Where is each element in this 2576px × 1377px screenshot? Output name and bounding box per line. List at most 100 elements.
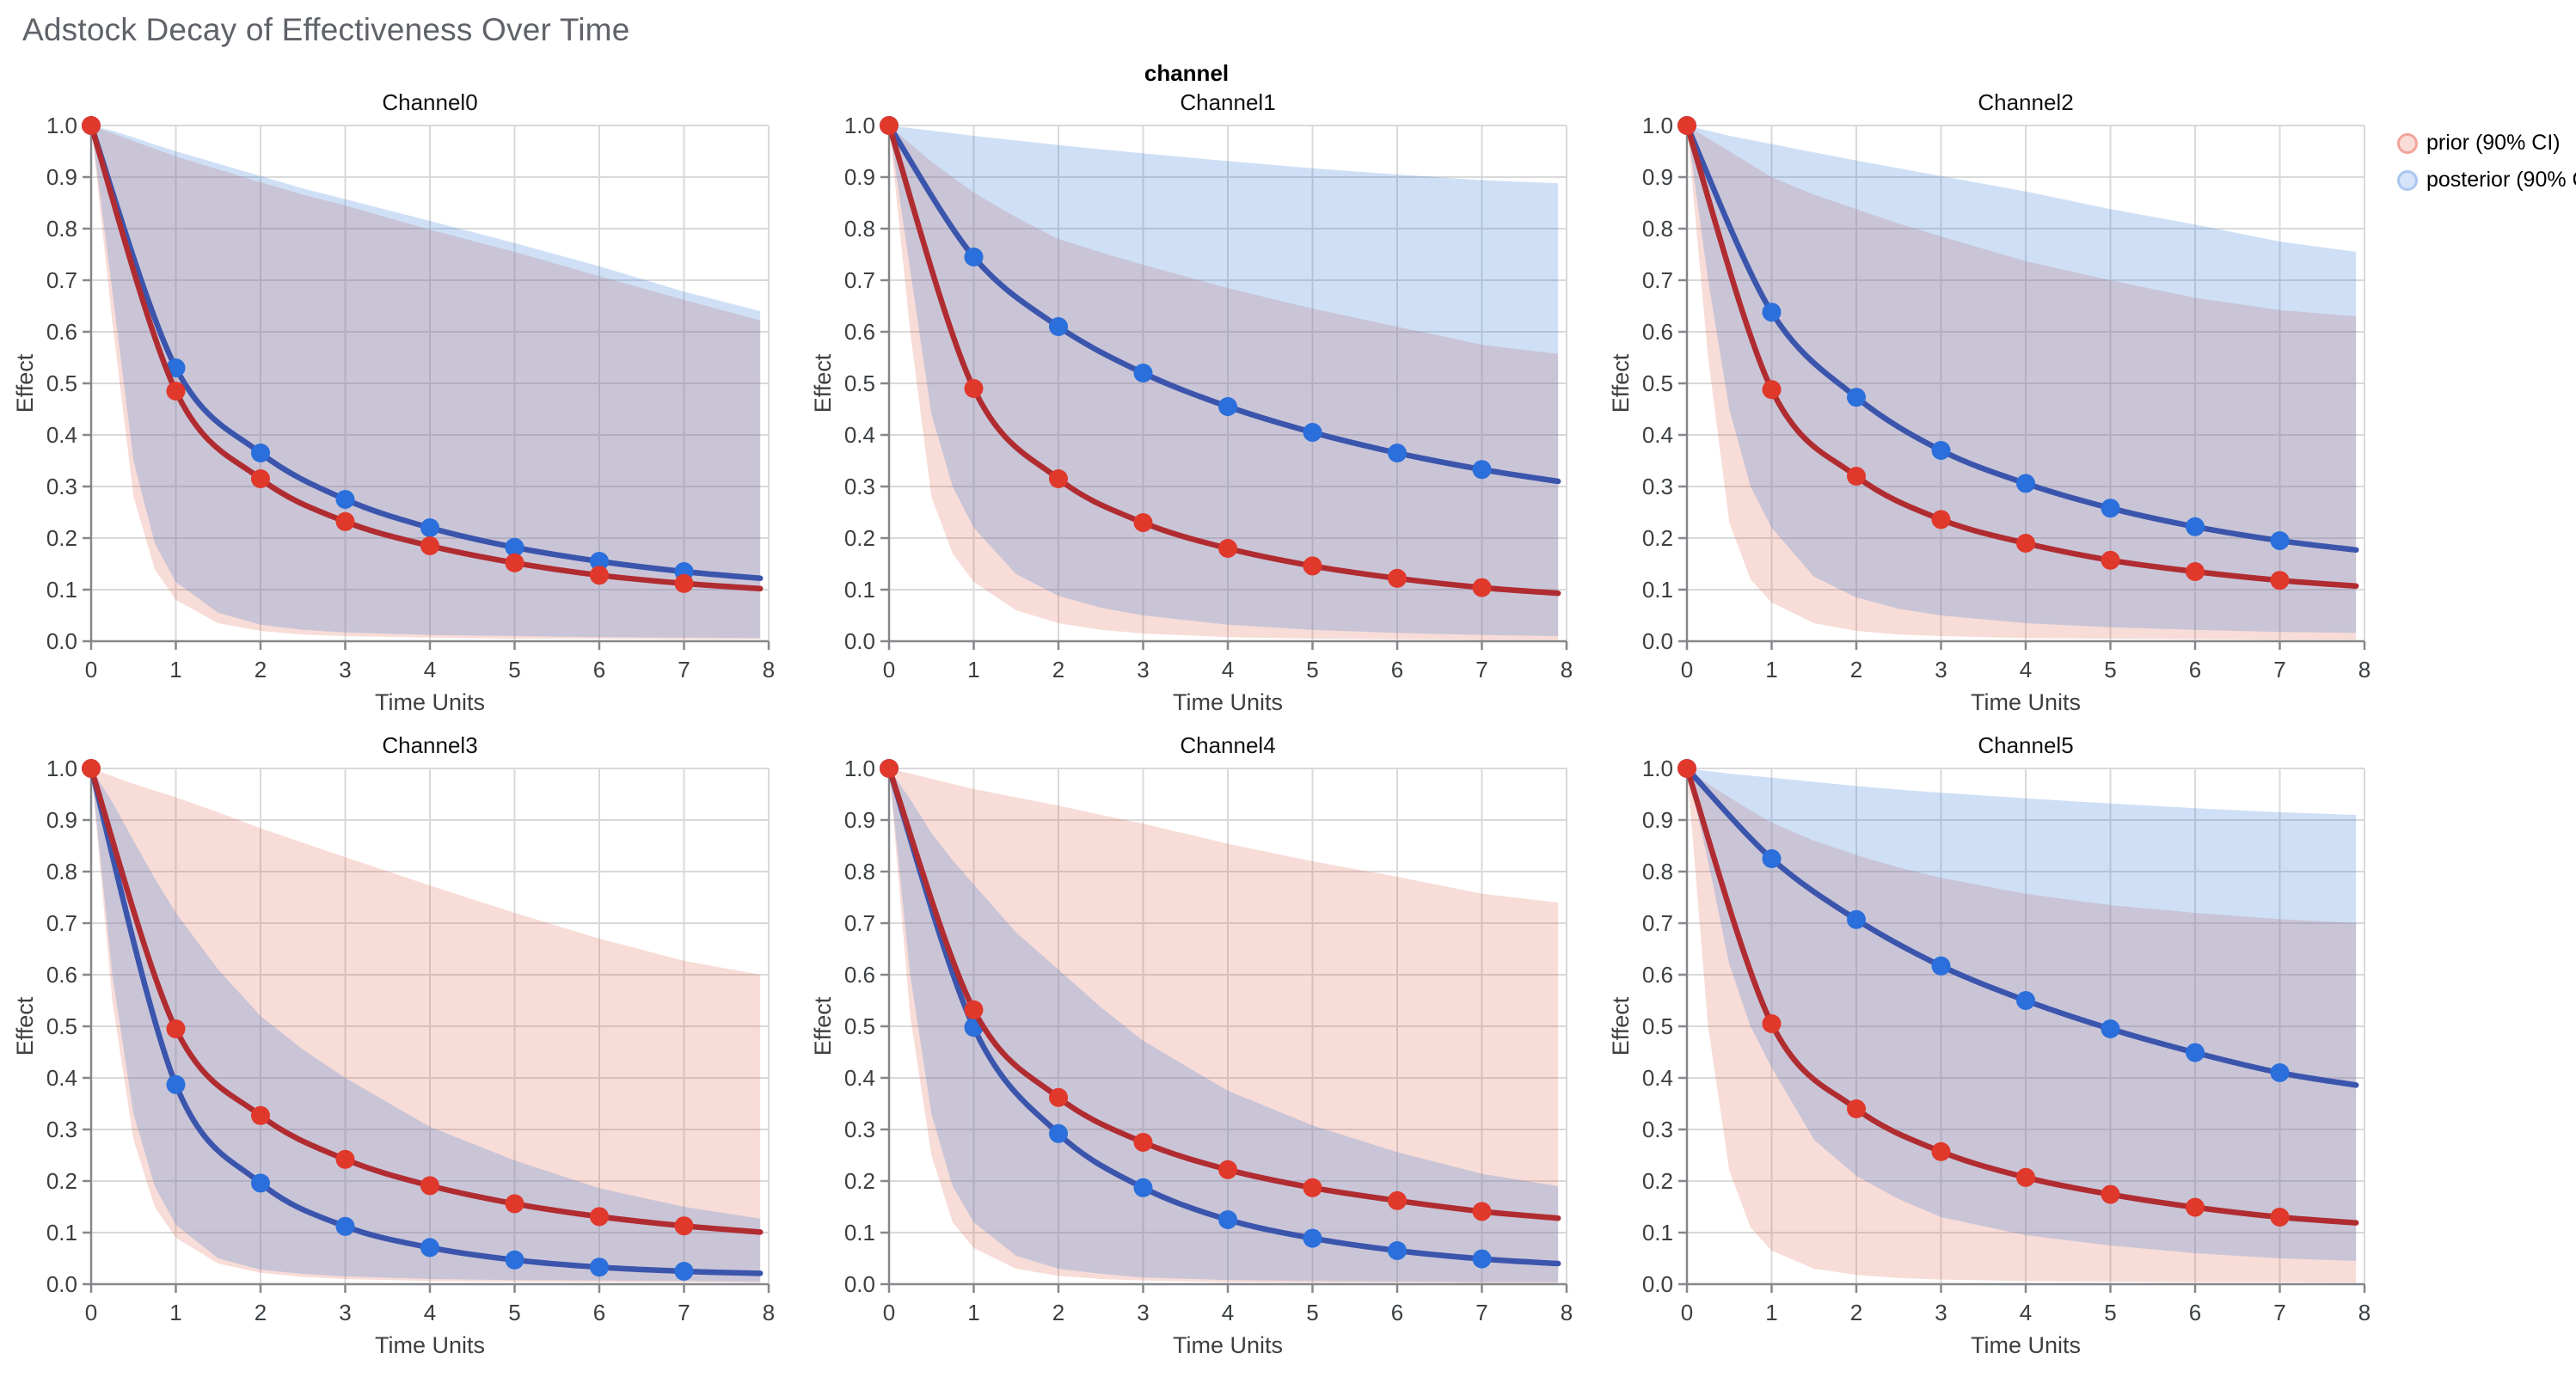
- x-tick-label: 2: [1052, 657, 1064, 682]
- y-tick-label: 0.7: [844, 267, 875, 293]
- prior-point: [505, 1194, 524, 1214]
- prior-point: [82, 759, 101, 778]
- y-tick-label: 0.4: [1642, 422, 1673, 448]
- chart-svg-channel3: 0 1 2 3 4 5 6 7 8 0.0 0.1 0.2 0.3 0.4 0.5 0.6 0.7 0.8 0.9 1…: [12, 732, 775, 1358]
- subplot-title: Channel2: [1978, 89, 2073, 115]
- chart-channel2: 0 1 2 3 4 5 6 7 8 0.0 0.1 0.2 0.3 0.4 0.5 0.6 0.7 0.8 0.9 1…: [1606, 88, 2380, 715]
- y-tick-label: 0.9: [1642, 164, 1673, 190]
- x-tick-label: 0: [883, 657, 895, 682]
- posterior-point: [1303, 423, 1322, 442]
- y-tick-label: 0.9: [844, 164, 875, 190]
- x-tick-label: 3: [339, 1300, 351, 1325]
- prior-legend-swatch-icon: [2397, 132, 2418, 154]
- posterior-point: [1388, 444, 1407, 462]
- y-tick-label: 0.8: [1642, 859, 1673, 884]
- posterior-point: [2016, 474, 2035, 493]
- prior-point: [1303, 1178, 1322, 1197]
- x-tick-label: 5: [2104, 657, 2116, 682]
- prior-point: [166, 382, 186, 401]
- y-tick-label: 0.0: [46, 628, 77, 654]
- y-tick-label: 1.0: [1642, 756, 1673, 781]
- x-axis-title: Time Units: [375, 1332, 485, 1358]
- x-tick-label: 5: [1306, 657, 1318, 682]
- posterior-point: [1931, 956, 1951, 976]
- y-tick-label: 0.2: [844, 525, 875, 551]
- y-tick-label: 0.2: [46, 525, 77, 551]
- posterior-band: [91, 125, 761, 639]
- x-tick-label: 1: [1765, 657, 1777, 682]
- posterior-point: [964, 248, 984, 266]
- subplot-title: Channel5: [1978, 732, 2073, 758]
- prior-point: [2186, 562, 2205, 581]
- posterior-point: [2186, 517, 2205, 536]
- posterior-band: [1687, 125, 2357, 633]
- y-tick-label: 0.5: [46, 370, 77, 396]
- legend-item-posterior: posterior (90% CI): [2397, 168, 2576, 193]
- prior-point: [2016, 1167, 2035, 1187]
- y-tick-label: 0.4: [844, 1065, 875, 1091]
- y-tick-label: 1.0: [46, 113, 77, 138]
- prior-point: [964, 379, 984, 398]
- prior-point: [1847, 1099, 1866, 1118]
- y-tick-label: 0.2: [1642, 1168, 1673, 1194]
- prior-point: [1049, 1087, 1068, 1107]
- posterior-point: [2016, 991, 2035, 1010]
- x-tick-label: 0: [883, 1300, 895, 1325]
- prior-point: [1133, 513, 1153, 532]
- x-tick-label: 3: [1137, 657, 1149, 682]
- y-tick-label: 0.8: [844, 859, 875, 884]
- posterior-point: [2101, 499, 2120, 518]
- posterior-band: [91, 768, 761, 1282]
- posterior-point: [1931, 441, 1951, 460]
- prior-line: [88, 122, 764, 592]
- subplot-title: Channel1: [1180, 89, 1275, 115]
- x-tick-label: 6: [2189, 1300, 2201, 1325]
- posterior-band: [1687, 768, 2357, 1261]
- y-tick-label: 0.1: [46, 1220, 77, 1245]
- subplot-title: Channel3: [382, 732, 477, 758]
- posterior-band: [889, 768, 1559, 1282]
- y-tick-label: 0.2: [1642, 525, 1673, 551]
- y-tick-label: 0.4: [46, 422, 77, 448]
- posterior-point: [1218, 1210, 1237, 1229]
- prior-point: [1133, 1133, 1153, 1152]
- y-tick-label: 0.0: [844, 1271, 875, 1297]
- y-tick-label: 0.3: [844, 1117, 875, 1142]
- prior-point: [2101, 1184, 2120, 1204]
- y-tick-label: 0.7: [1642, 267, 1673, 293]
- x-tick-label: 2: [255, 1300, 267, 1325]
- posterior-point: [1762, 303, 1782, 322]
- y-tick-label: 0.8: [1642, 216, 1673, 242]
- prior-point: [1677, 759, 1696, 778]
- x-tick-label: 7: [2273, 657, 2285, 682]
- y-tick-label: 1.0: [844, 756, 875, 781]
- chart-svg-channel4: 0 1 2 3 4 5 6 7 8 0.0 0.1 0.2 0.3 0.4 0.5 0.6 0.7 0.8 0.9 1…: [810, 732, 1573, 1358]
- prior-point: [420, 1176, 439, 1196]
- y-tick-label: 0.1: [844, 577, 875, 603]
- x-tick-label: 1: [1765, 1300, 1777, 1325]
- posterior-point: [1388, 1241, 1407, 1260]
- prior-point: [1472, 578, 1492, 597]
- posterior-point: [1218, 397, 1237, 416]
- chart-channel0: 0 1 2 3 4 5 6 7 8 0.0 0.1 0.2 0.3 0.4 0.5 0.6 0.7 0.8 0.9 1…: [10, 88, 784, 715]
- legend-label-posterior: posterior (90% CI): [2426, 168, 2576, 192]
- prior-point: [1049, 469, 1068, 488]
- x-tick-label: 6: [1391, 657, 1403, 682]
- posterior-point: [1762, 849, 1782, 868]
- x-axis-title: Time Units: [1173, 689, 1283, 715]
- subplot-title: Channel4: [1180, 732, 1275, 758]
- charts-grid: 0 1 2 3 4 5 6 7 8 0.0 0.1 0.2 0.3 0.4 0.5 0.6 0.7 0.8 0.9 1…: [10, 88, 2576, 1358]
- y-axis-title: Effect: [12, 353, 38, 413]
- prior-band: [91, 125, 761, 640]
- y-tick-label: 0.7: [46, 910, 77, 936]
- x-axis-title: Time Units: [1173, 1332, 1283, 1358]
- y-tick-label: 0.6: [844, 962, 875, 988]
- posterior-point: [505, 537, 524, 557]
- y-tick-label: 0.5: [1642, 1013, 1673, 1039]
- y-tick-label: 0.7: [844, 910, 875, 936]
- y-tick-label: 0.6: [46, 962, 77, 988]
- prior-point: [674, 573, 694, 593]
- y-axis-title: Effect: [12, 996, 38, 1056]
- x-tick-label: 0: [1681, 657, 1693, 682]
- y-tick-label: 0.1: [46, 577, 77, 603]
